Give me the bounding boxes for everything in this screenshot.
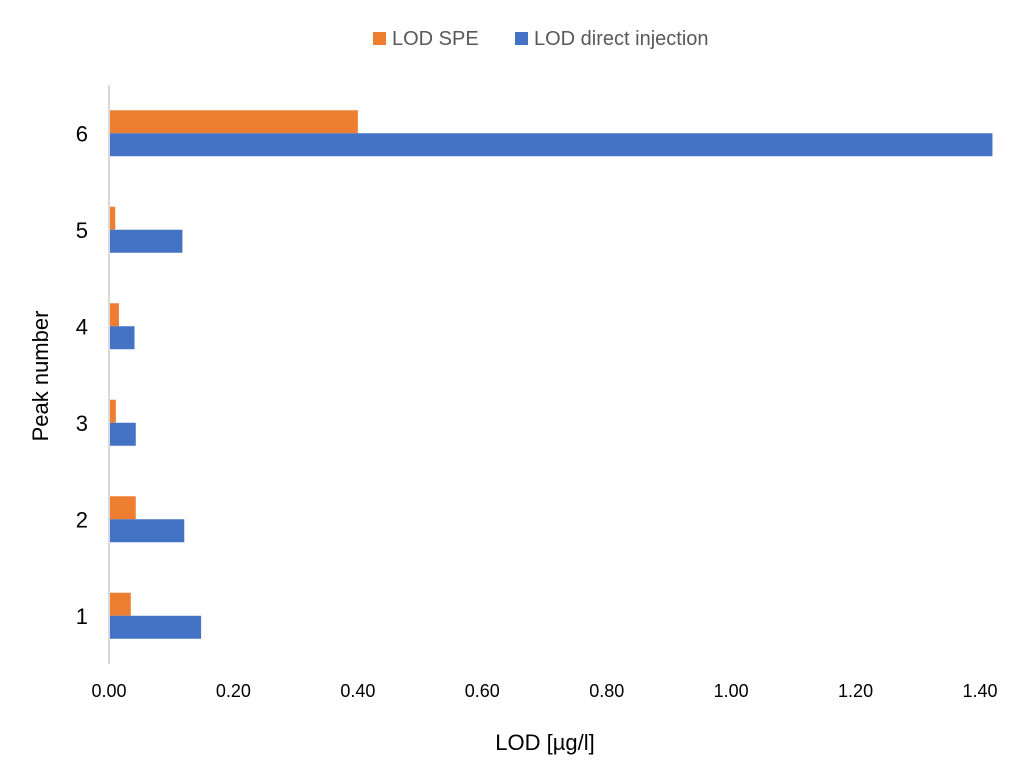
x-axis-title: LOD [µg/l] — [495, 730, 594, 755]
bar-direct-peak-5 — [109, 229, 183, 253]
x-tick-label: 1.40 — [962, 681, 997, 701]
category-label-5: 5 — [76, 218, 88, 243]
bar-direct-peak-3 — [109, 422, 136, 446]
bar-spe-peak-6 — [109, 110, 358, 134]
bar-direct-peak-4 — [109, 326, 135, 350]
x-tick-label: 0.20 — [216, 681, 251, 701]
bar-direct-peak-6 — [109, 133, 993, 157]
bar-direct-peak-1 — [109, 615, 202, 639]
category-label-2: 2 — [76, 507, 88, 532]
category-labels: 1 2 3 4 5 6 — [76, 121, 88, 629]
x-tick-label: 0.60 — [465, 681, 500, 701]
x-tick-label: 1.20 — [838, 681, 873, 701]
category-label-4: 4 — [76, 314, 88, 339]
category-label-3: 3 — [76, 411, 88, 436]
x-tick-label: 0.80 — [589, 681, 624, 701]
bar-spe-peak-5 — [109, 206, 116, 230]
legend-swatch-spe — [373, 32, 386, 45]
legend-swatch-direct — [515, 32, 528, 45]
bar-direct-peak-2 — [109, 519, 185, 543]
legend-label-direct: LOD direct injection — [534, 28, 709, 50]
legend-label-spe: LOD SPE — [392, 28, 479, 50]
y-axis-title: Peak number — [28, 311, 53, 442]
legend: LOD SPE LOD direct injection — [373, 28, 709, 50]
x-tick-label: 0.40 — [340, 681, 375, 701]
bar-spe-peak-4 — [109, 303, 119, 327]
x-tick-labels: 0.00 0.20 0.40 0.60 0.80 1.00 1.20 1.40 — [91, 681, 997, 701]
bars-group — [109, 110, 993, 639]
x-tick-label: 1.00 — [714, 681, 749, 701]
category-label-6: 6 — [76, 121, 88, 146]
bar-spe-peak-2 — [109, 496, 136, 520]
bar-spe-peak-3 — [109, 399, 116, 423]
category-label-1: 1 — [76, 604, 88, 629]
x-tick-label: 0.00 — [91, 681, 126, 701]
bar-spe-peak-1 — [109, 592, 131, 616]
